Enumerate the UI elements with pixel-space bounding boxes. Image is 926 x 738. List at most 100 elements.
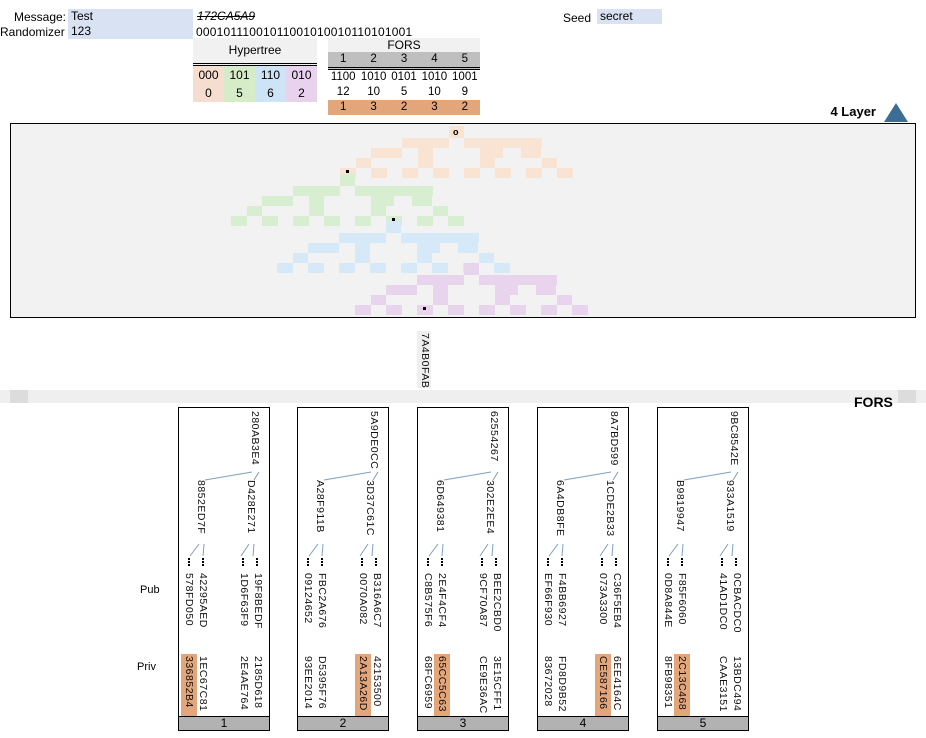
fors-priv-hash: 3E15CFF1 [490, 656, 504, 716]
hypertree-node [526, 168, 542, 178]
fors-pub-hash: F85F6060 [675, 573, 689, 651]
fors-priv-hash: 2185D618 [251, 656, 265, 716]
fors-node-hash: B9819947 [674, 480, 686, 532]
hypertree-node [417, 158, 433, 168]
fors-priv-hash: 6EE4164C [610, 656, 624, 716]
fors-priv-hash-text: 93EE2014 [302, 656, 314, 710]
fors-pub-hash: C36F5EB4 [610, 573, 624, 651]
fors-pub-hash-text: 9CF70A87 [477, 573, 489, 628]
hypertree-table-columns: 000 0 101 5 110 6 010 2 [193, 66, 317, 102]
hypertree-node [448, 126, 464, 138]
hypertree-node [417, 305, 433, 315]
hypertree-node [385, 221, 401, 233]
hypertree-node [293, 186, 340, 196]
hypertree-node [464, 168, 480, 178]
hypertree-node [572, 305, 588, 315]
omitted-leaves-ellipsis [681, 558, 683, 560]
fors-branch-lines [428, 471, 499, 557]
omitted-leaves-ellipsis [495, 558, 497, 560]
hypertree-table-column: 010 2 [286, 66, 317, 102]
fors-pub-hash-text: 41AD1DC0 [717, 573, 729, 631]
fors-pub-hash-text: 09124652 [302, 573, 314, 624]
priv-row-label: Priv [137, 661, 156, 673]
hypertree-node [448, 305, 464, 315]
fors-node-hash: 3D37C61C [364, 480, 376, 536]
hypertree-node [355, 186, 433, 196]
fors-branch-lines [548, 471, 619, 557]
layer-count-label: 4 Layer [830, 104, 876, 119]
hypertree-node [433, 168, 449, 178]
fors-band-label: FORS [854, 394, 893, 410]
fors-priv-hash: CE587166 [596, 656, 610, 716]
fors-pub-hash: 1D6F63F9 [237, 573, 251, 651]
seed-input[interactable]: secret [597, 9, 662, 24]
fors-box-footer: 5 [658, 716, 748, 730]
hypertree-node [432, 285, 448, 295]
omitted-leaves-ellipsis [188, 558, 190, 560]
randomizer-input[interactable]: 123 [68, 24, 193, 39]
fors-pub-hash: 19F8BEDF [251, 573, 265, 651]
fors-table-selected-cell: 1 [328, 100, 359, 115]
hypertree-node [401, 233, 479, 243]
fors-pub-hash: FBC2A676 [315, 573, 329, 651]
fors-table-selected-cell: 2 [388, 100, 420, 115]
fors-priv-hash-text: 2185D618 [252, 656, 264, 709]
hypertree-node [340, 168, 356, 178]
fors-table-index-cell: 2 [370, 53, 377, 65]
omitted-leaves-ellipsis [441, 558, 443, 560]
hypertree-table-column: 110 6 [255, 66, 286, 102]
omitted-leaves-ellipsis [667, 558, 669, 560]
fors-box-footer: 2 [298, 716, 388, 730]
fors-pub-hash: 0070A082 [356, 573, 370, 651]
hypertree-node [339, 263, 355, 273]
fors-priv-hash: CE9E36AC [476, 656, 490, 716]
fors-node-hash: D428E271 [245, 480, 257, 534]
hypertree-node [355, 216, 371, 226]
selected-priv-highlight [355, 654, 371, 718]
fors-box-footer: 3 [418, 716, 508, 730]
fors-tree-box: 8A7BD599 6A4DB8FE 1CDE2B33 EF66F930 F4BB6927… [537, 407, 629, 731]
selected-priv-highlight [595, 654, 611, 718]
hypertree-node [308, 263, 324, 273]
hypertree-table-column: 000 0 [193, 66, 224, 102]
fors-node-hash: 1CDE2B33 [604, 480, 616, 537]
hypertree-node [432, 263, 448, 273]
fors-priv-hash: 68FC6959 [421, 656, 435, 716]
message-input[interactable]: Test [68, 9, 193, 24]
hypertree-node [354, 253, 370, 263]
hypertree-node [417, 148, 433, 158]
omitted-leaves-ellipsis [547, 558, 549, 560]
fors-pub-hash: C8B575F6 [421, 573, 435, 651]
hypertree-node [246, 206, 262, 216]
hypertree-node [557, 168, 573, 178]
bridge-hash-strip: 7A4B0FAB [417, 331, 431, 388]
fors-pub-hash: EF66F930 [541, 573, 555, 651]
fors-pub-hash-text: 0CBACDC0 [731, 573, 743, 634]
selected-priv-highlight [181, 654, 197, 718]
fors-pub-hash-text: BEE2CBD0 [491, 573, 503, 632]
hypertree-node [494, 263, 510, 273]
hypertree-node [262, 196, 293, 206]
fors-table-index-cell: 3 [400, 53, 408, 65]
omitted-leaves-ellipsis [321, 558, 323, 560]
hypertree-node [494, 295, 510, 305]
fors-pub-hash-text: 19F8BEDF [252, 573, 264, 629]
layer-up-arrow-icon[interactable] [884, 103, 908, 122]
fors-pub-hash-text: 1D6F63F9 [238, 573, 250, 627]
fors-priv-hash: 1EC67C81 [196, 656, 210, 716]
hypertree-node [521, 148, 542, 158]
fors-table-index-cell: 4 [431, 53, 438, 65]
omitted-leaves-ellipsis [307, 558, 309, 560]
hypertree-node [370, 295, 386, 305]
hypertree-column-bits: 110 [260, 68, 281, 82]
hypertree-node [556, 295, 572, 305]
fors-priv-hash: 42153500 [370, 656, 384, 716]
fors-priv-hash-text: 8FB98351 [662, 656, 674, 709]
fors-table-bits-row: 1100 1010 0101 1010 1001 [328, 70, 480, 85]
marked-leaf-dot [423, 307, 426, 310]
fors-table-bits-cell: 0101 [391, 71, 417, 83]
hypertree-node [355, 305, 371, 315]
pub-row-label: Pub [140, 584, 160, 596]
